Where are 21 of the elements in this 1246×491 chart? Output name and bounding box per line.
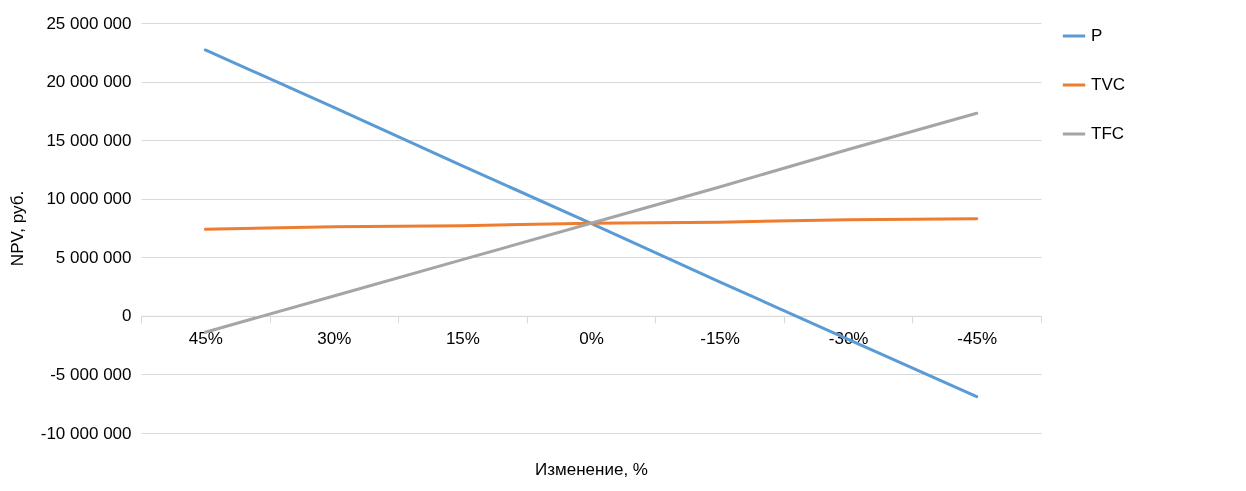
y-tick-label: -5 000 000 xyxy=(50,364,132,384)
legend-label: TVC xyxy=(1091,75,1125,94)
x-tick-label: -45% xyxy=(957,329,998,349)
x-tick-label: 15% xyxy=(445,329,480,349)
x-tick-label: 30% xyxy=(317,329,352,349)
y-tick-label: 10 000 000 xyxy=(46,189,132,209)
y-axis-title: NPV, руб. xyxy=(7,190,27,267)
legend-label: P xyxy=(1091,26,1103,45)
y-tick-label: 25 000 000 xyxy=(46,13,132,33)
y-tick-label: -10 000 000 xyxy=(40,423,132,443)
x-tick-label: 45% xyxy=(188,329,223,349)
line-series xyxy=(203,111,979,334)
legend-label: TFC xyxy=(1091,124,1125,143)
line-series xyxy=(203,217,979,231)
y-tick-label: 20 000 000 xyxy=(46,72,132,92)
x-tick-label: -15% xyxy=(700,329,740,349)
y-tick-label: 5 000 000 xyxy=(55,247,132,267)
y-tick-label: 15 000 000 xyxy=(46,130,132,150)
x-tick-label: 0% xyxy=(579,329,604,349)
y-tick-label: 0 xyxy=(122,306,132,326)
x-axis-title: Изменение, % xyxy=(535,459,648,479)
